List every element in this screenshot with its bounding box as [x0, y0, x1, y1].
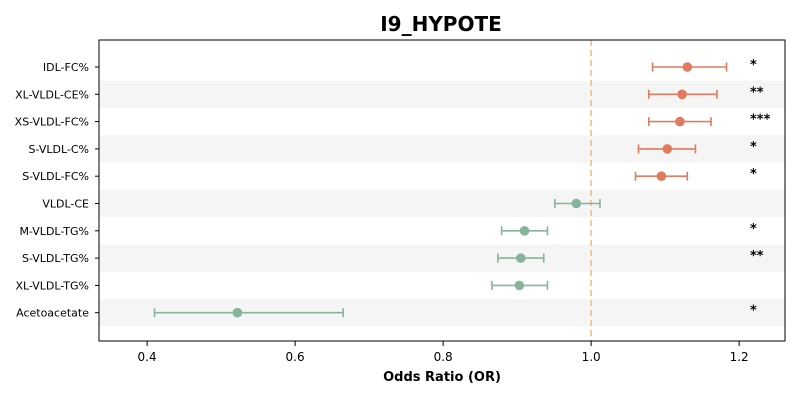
row-label: VLDL-CE: [42, 198, 89, 211]
odds-ratio-point: [232, 307, 243, 318]
forest-row: XL-VLDL-TG%: [15, 279, 549, 292]
significance-label: *: [750, 167, 757, 182]
row-label: S-VLDL-FC%: [22, 170, 89, 183]
odds-ratio-point: [675, 116, 685, 127]
row-label: S-VLDL-C%: [29, 143, 89, 156]
plot-frame: [98, 39, 786, 342]
significance-label: **: [750, 85, 764, 100]
odds-ratio-point: [514, 280, 525, 291]
significance-label: *: [750, 58, 757, 73]
x-tick-label: 1.2: [730, 350, 749, 364]
forest-row: IDL-FC% *: [43, 58, 757, 74]
forest-row: M-VLDL-TG% *: [19, 222, 757, 238]
x-axis-label: Odds Ratio (OR): [383, 370, 501, 385]
data-rows: IDL-FC% *XL-VLDL-CE% **XS-VLDL-FC% ***S-VLD…: [15, 58, 771, 320]
odds-ratio-point: [662, 144, 673, 154]
row-label: M-VLDL-TG%: [19, 225, 89, 238]
x-tick-label: 0.4: [138, 350, 157, 364]
row-stripe: [99, 189, 785, 218]
forest-row: S-VLDL-C% *: [29, 140, 757, 156]
row-stripe: [99, 244, 785, 272]
odds-ratio-point: [519, 226, 530, 236]
odds-ratio-point: [516, 253, 526, 263]
forest-row: S-VLDL-FC% *: [22, 167, 757, 183]
significance-label: ***: [750, 113, 771, 128]
x-tick-label: 1.0: [582, 350, 601, 364]
forest-row: VLDL-CE: [42, 198, 601, 211]
chart-title: I9_HYPOTE: [380, 12, 502, 36]
forest-row: XS-VLDL-FC% ***: [15, 113, 771, 129]
x-tick-label: 0.8: [434, 350, 453, 364]
significance-label: *: [750, 222, 757, 237]
forest-row: Acetoacetate *: [16, 304, 757, 320]
odds-ratio-point: [677, 89, 687, 100]
row-label: S-VLDL-TG%: [22, 252, 89, 265]
odds-ratio-point: [656, 171, 667, 181]
row-label: XL-VLDL-CE%: [15, 88, 89, 101]
odds-ratio-point: [682, 62, 693, 72]
row-label: XL-VLDL-TG%: [15, 279, 89, 292]
forest-row: XL-VLDL-CE% **: [15, 85, 764, 101]
row-label: Acetoacetate: [16, 307, 89, 320]
x-tick-label: 0.6: [286, 350, 305, 364]
odds-ratio-point: [571, 198, 582, 209]
significance-label: **: [750, 249, 764, 264]
x-axis: 0.4 0.6 0.8 1.0 1.2: [138, 341, 749, 364]
significance-label: *: [750, 140, 757, 155]
row-label: IDL-FC%: [43, 61, 89, 74]
significance-label: *: [750, 304, 757, 319]
row-label: XS-VLDL-FC%: [15, 116, 89, 129]
forest-row: S-VLDL-TG% **: [22, 249, 764, 265]
